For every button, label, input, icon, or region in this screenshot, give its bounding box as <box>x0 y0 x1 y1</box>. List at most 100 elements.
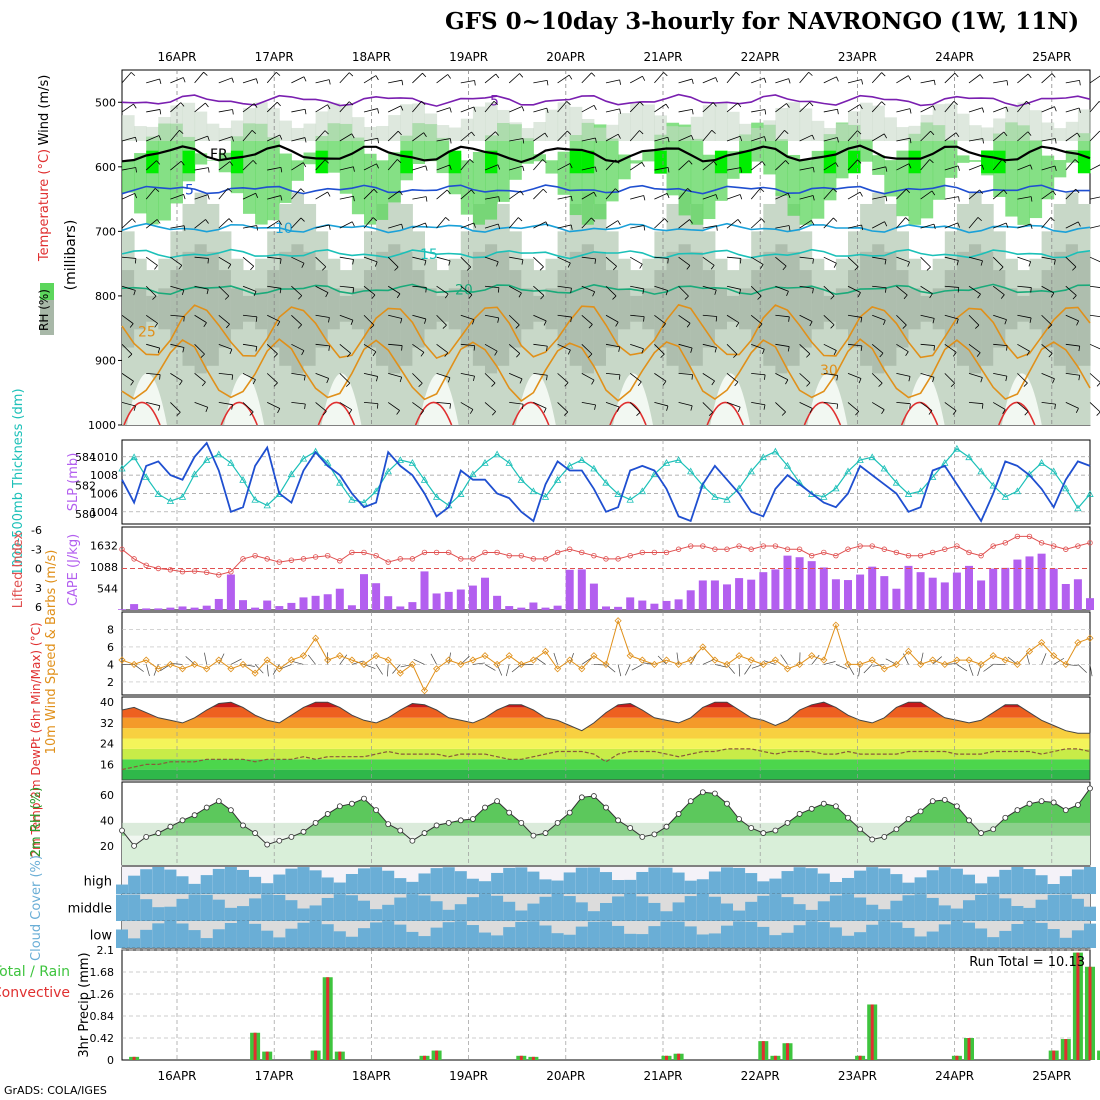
wind-barb-flag <box>253 291 257 297</box>
wind10-point <box>445 656 453 664</box>
rh-point <box>312 819 319 826</box>
wind-barb-flag <box>595 166 597 172</box>
wind-barb-flag <box>546 375 548 381</box>
cloud-bar <box>370 922 383 948</box>
wind-barb-flag <box>497 164 501 170</box>
dewpoint-line <box>121 748 1091 771</box>
rh-band-dark <box>944 270 958 348</box>
wind-barb <box>508 217 519 229</box>
dry-plume <box>807 373 848 425</box>
rh-band-upper <box>702 105 716 141</box>
cloud-bar <box>309 870 322 894</box>
wind-barb <box>339 285 354 289</box>
cloud-bar <box>829 927 842 948</box>
wind-barb <box>194 314 207 323</box>
cape-bar <box>783 555 792 610</box>
rh-band-upper <box>908 125 922 141</box>
wind-barb <box>1065 402 1079 409</box>
cloud-bar <box>539 879 552 894</box>
rh-band-upper <box>1005 106 1018 141</box>
precip-bar-convective <box>955 1055 959 1060</box>
cloud-bar <box>152 907 165 921</box>
cape-bar <box>626 597 635 610</box>
wind-barb <box>799 134 813 142</box>
isotherm-35-loop <box>900 401 939 426</box>
li-point <box>542 556 549 562</box>
wind10-point <box>735 652 743 660</box>
wind-barb <box>315 79 330 84</box>
cloud-bar <box>261 930 274 948</box>
rh-point <box>494 798 501 805</box>
wind-barb <box>896 75 909 84</box>
li-point <box>191 568 198 574</box>
cloud-bar <box>660 921 673 948</box>
chart-title: GFS 0~10day 3-hourly for NAVRONGO (1W, 1… <box>445 8 1080 35</box>
wind-barb-flag <box>735 322 740 328</box>
isotherm-line <box>121 283 1091 296</box>
wind10-barb <box>505 664 510 677</box>
wind-barb-flag <box>909 108 912 114</box>
wind-barb-flag <box>619 108 622 114</box>
wind-barb-flag <box>182 77 186 83</box>
cloud-bar <box>963 900 975 921</box>
cloud-bar <box>140 869 153 894</box>
wind-barb <box>557 101 568 113</box>
rh-point <box>397 827 404 834</box>
wind-barb-flag <box>302 162 307 168</box>
cape-bar <box>251 607 260 610</box>
wind-barb <box>581 217 592 229</box>
wind10-barb <box>780 654 788 665</box>
rh-band-dark <box>932 288 946 330</box>
rh-band-dark <box>472 251 486 366</box>
wind-barb-flag <box>519 378 523 384</box>
wind10-point <box>166 660 174 668</box>
wind-barb <box>872 195 886 200</box>
rh-band-upper <box>230 120 244 141</box>
wind-barb-flag <box>642 288 645 294</box>
rh-band-dark <box>521 288 534 330</box>
rh-band-green <box>545 160 559 174</box>
wind-barb <box>363 137 378 142</box>
wind-barb-flag <box>976 352 981 357</box>
wind10-point <box>965 656 973 664</box>
wind-barb-flag <box>812 288 814 294</box>
wind-barb <box>750 314 763 325</box>
precip-bar-convective <box>786 1043 789 1060</box>
wind-barb <box>484 373 496 384</box>
cloud-bar <box>721 867 733 894</box>
slp-tick: 1008 <box>90 469 118 482</box>
wind-barb-flag <box>473 345 476 351</box>
rh-band-dark <box>364 270 377 348</box>
wind-barb <box>654 285 668 291</box>
rh-point <box>530 832 537 839</box>
rh-band-green <box>388 152 401 203</box>
cape-bar <box>1025 556 1034 610</box>
rh-point <box>675 811 682 817</box>
wind10-barb <box>1053 657 1065 665</box>
cape-bar <box>130 604 139 610</box>
rh-band-upper <box>424 113 438 141</box>
wind-barb <box>170 402 181 413</box>
wind-barb <box>1017 73 1029 84</box>
li-point <box>990 543 996 549</box>
cloud-bar <box>902 927 915 948</box>
cape-bar <box>1049 568 1058 610</box>
wind-barb <box>291 76 305 84</box>
wind-barb <box>629 402 641 413</box>
li-point <box>845 546 851 552</box>
precip-bar-convective <box>338 1051 342 1060</box>
li-point <box>482 549 488 556</box>
wind-barb <box>388 223 402 229</box>
wind10-point <box>796 660 804 668</box>
cape-bar <box>396 606 405 610</box>
wind-barb-flag <box>933 224 936 230</box>
wind10-point <box>820 656 828 664</box>
cloud-bar <box>273 874 286 894</box>
wind-barb-flag <box>159 109 162 115</box>
li-point <box>591 552 597 559</box>
wind-barb-flag <box>955 132 960 138</box>
rh-band-dark <box>618 288 631 330</box>
wind-barb <box>436 107 451 113</box>
rh-band-green <box>944 139 958 178</box>
wind-barb <box>339 256 354 260</box>
